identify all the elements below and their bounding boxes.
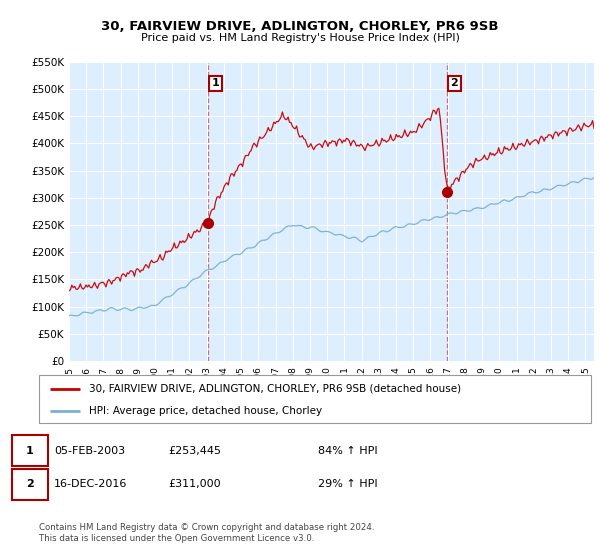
- Text: HPI: Average price, detached house, Chorley: HPI: Average price, detached house, Chor…: [89, 406, 322, 416]
- Text: 2: 2: [451, 78, 458, 88]
- Text: £311,000: £311,000: [168, 479, 221, 489]
- Text: 84% ↑ HPI: 84% ↑ HPI: [318, 446, 377, 456]
- Text: Contains HM Land Registry data © Crown copyright and database right 2024.: Contains HM Land Registry data © Crown c…: [39, 523, 374, 532]
- Text: This data is licensed under the Open Government Licence v3.0.: This data is licensed under the Open Gov…: [39, 534, 314, 543]
- Text: £253,445: £253,445: [168, 446, 221, 456]
- Text: 1: 1: [212, 78, 220, 88]
- Text: 05-FEB-2003: 05-FEB-2003: [54, 446, 125, 456]
- Text: 2: 2: [26, 479, 34, 489]
- FancyBboxPatch shape: [39, 375, 591, 423]
- Text: 30, FAIRVIEW DRIVE, ADLINGTON, CHORLEY, PR6 9SB (detached house): 30, FAIRVIEW DRIVE, ADLINGTON, CHORLEY, …: [89, 384, 461, 394]
- Text: 16-DEC-2016: 16-DEC-2016: [54, 479, 127, 489]
- Text: Price paid vs. HM Land Registry's House Price Index (HPI): Price paid vs. HM Land Registry's House …: [140, 33, 460, 43]
- Text: 30, FAIRVIEW DRIVE, ADLINGTON, CHORLEY, PR6 9SB: 30, FAIRVIEW DRIVE, ADLINGTON, CHORLEY, …: [101, 20, 499, 34]
- Text: 1: 1: [26, 446, 34, 456]
- Text: 29% ↑ HPI: 29% ↑ HPI: [318, 479, 377, 489]
